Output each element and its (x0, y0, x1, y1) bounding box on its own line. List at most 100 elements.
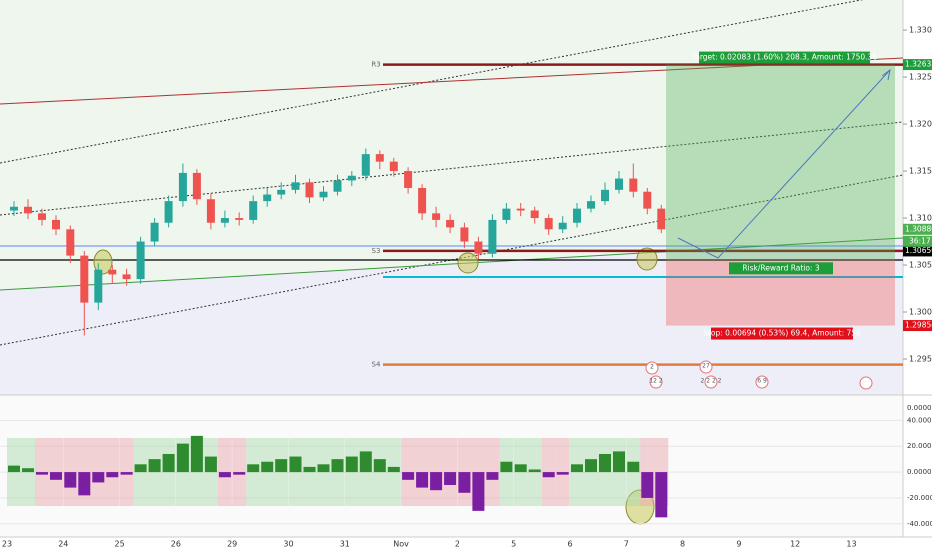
x-tick-label: 23 (2, 540, 12, 549)
osc-bar (36, 472, 48, 475)
y-tick-label: 1.31000 (909, 214, 932, 223)
candle-body (488, 219, 497, 254)
candle-body (558, 222, 567, 230)
price-tag (903, 223, 932, 235)
countdown-tag (903, 235, 932, 247)
osc-bar (613, 451, 625, 473)
candle-body (460, 227, 469, 242)
osc-band (443, 438, 458, 506)
candle-body (192, 172, 201, 200)
price-pane: 1.33000 1.32500 1.32000 1.31500 1.31000 1.305… (10, 26, 932, 390)
candle-body (122, 274, 131, 280)
label-box (729, 262, 833, 275)
osc-bar (528, 469, 541, 473)
candle-body (432, 213, 441, 220)
osc-bar (303, 466, 316, 473)
event-label: 2 (650, 364, 654, 371)
osc-band (555, 438, 570, 506)
osc-bar (64, 472, 77, 488)
candle-body (361, 154, 370, 176)
candle-body (178, 172, 187, 202)
arrow-head (881, 68, 891, 81)
osc-bar (176, 443, 189, 473)
osc-bar (486, 472, 499, 480)
candle-body (206, 199, 215, 223)
position-label: Stop: 0.00694 (0.53%) 69.4, Amount: 750 (703, 329, 861, 338)
osc-bar (599, 453, 611, 473)
osc-bar (247, 464, 260, 473)
event-label: 6 9 (757, 378, 767, 385)
osc-bar (556, 472, 569, 475)
candle-body (573, 208, 581, 223)
event-icon (649, 375, 663, 389)
candle-body (10, 206, 18, 211)
candle-body (404, 171, 413, 188)
osc-bar (190, 435, 203, 473)
event-icon (704, 375, 718, 389)
candle-body (150, 222, 159, 242)
osc-bar (500, 461, 513, 473)
highlights (93, 247, 658, 525)
y-tick-label: 1.30000 (909, 308, 932, 317)
osc-bar (345, 456, 358, 473)
candle-body (220, 218, 229, 223)
x-tick-label: 6 (567, 540, 572, 549)
osc-band (119, 438, 134, 506)
candle-body (643, 191, 652, 209)
x-tick-label: 29 (227, 540, 237, 549)
osc-bar (22, 468, 34, 473)
profit-zone (666, 64, 895, 261)
osc-bar (162, 453, 175, 473)
pivot-label: S4 (372, 361, 381, 369)
channel-line (0, 121, 904, 216)
osc-bar (402, 472, 415, 480)
candle-body (587, 201, 595, 209)
candle-body (516, 208, 525, 211)
osc-bar (120, 472, 133, 475)
osc-bar (261, 461, 274, 473)
candle-body (347, 175, 356, 181)
y-tick-label: 1.29500 (909, 355, 932, 364)
candle-body (305, 182, 314, 198)
candle-body (629, 178, 638, 192)
candle-body (235, 218, 244, 220)
osc-bar (641, 472, 654, 498)
osc-bar (430, 472, 443, 491)
x-tick-label: 8 (680, 540, 685, 549)
osc-bar (331, 459, 344, 473)
osc-bar (317, 464, 330, 473)
candle-body (66, 229, 75, 256)
osc-bar (78, 472, 91, 496)
osc-bar (585, 459, 597, 473)
event-icon (859, 376, 873, 390)
forecast-arrow (677, 68, 891, 259)
event-icon (699, 360, 713, 374)
osc-value-tag: 0.0000 (907, 404, 932, 412)
highlight-circle (457, 252, 479, 274)
osc-band (541, 438, 556, 506)
candle-body (164, 201, 173, 223)
osc-bar (106, 472, 119, 478)
osc-bar (373, 459, 386, 473)
osc-bar (359, 451, 372, 473)
candle-body (319, 191, 328, 198)
highlight-circle (636, 247, 658, 271)
y-tick-label: 1.31500 (909, 167, 932, 176)
candle-body (249, 201, 258, 220)
candle-body (24, 206, 32, 214)
y-tick-label: 1.32500 (909, 73, 932, 82)
x-tick-label: 5 (511, 540, 516, 549)
candle-body (94, 269, 103, 303)
price-tag-label: 1.32633 (905, 60, 932, 69)
position-label: Target: 0.02083 (1.60%) 208.3, Amount: 1… (691, 53, 877, 62)
price-tag-label: 1.30880 (905, 224, 932, 233)
label-box (699, 51, 870, 64)
osc-bar (275, 459, 288, 473)
osc-bar (92, 472, 105, 483)
osc-bar (542, 472, 555, 478)
candle-body (615, 178, 623, 190)
candle-body (291, 182, 300, 190)
osc-bar (387, 466, 400, 473)
price-tag-label: 1.30650 (905, 246, 932, 255)
x-tick-label: 25 (115, 540, 125, 549)
